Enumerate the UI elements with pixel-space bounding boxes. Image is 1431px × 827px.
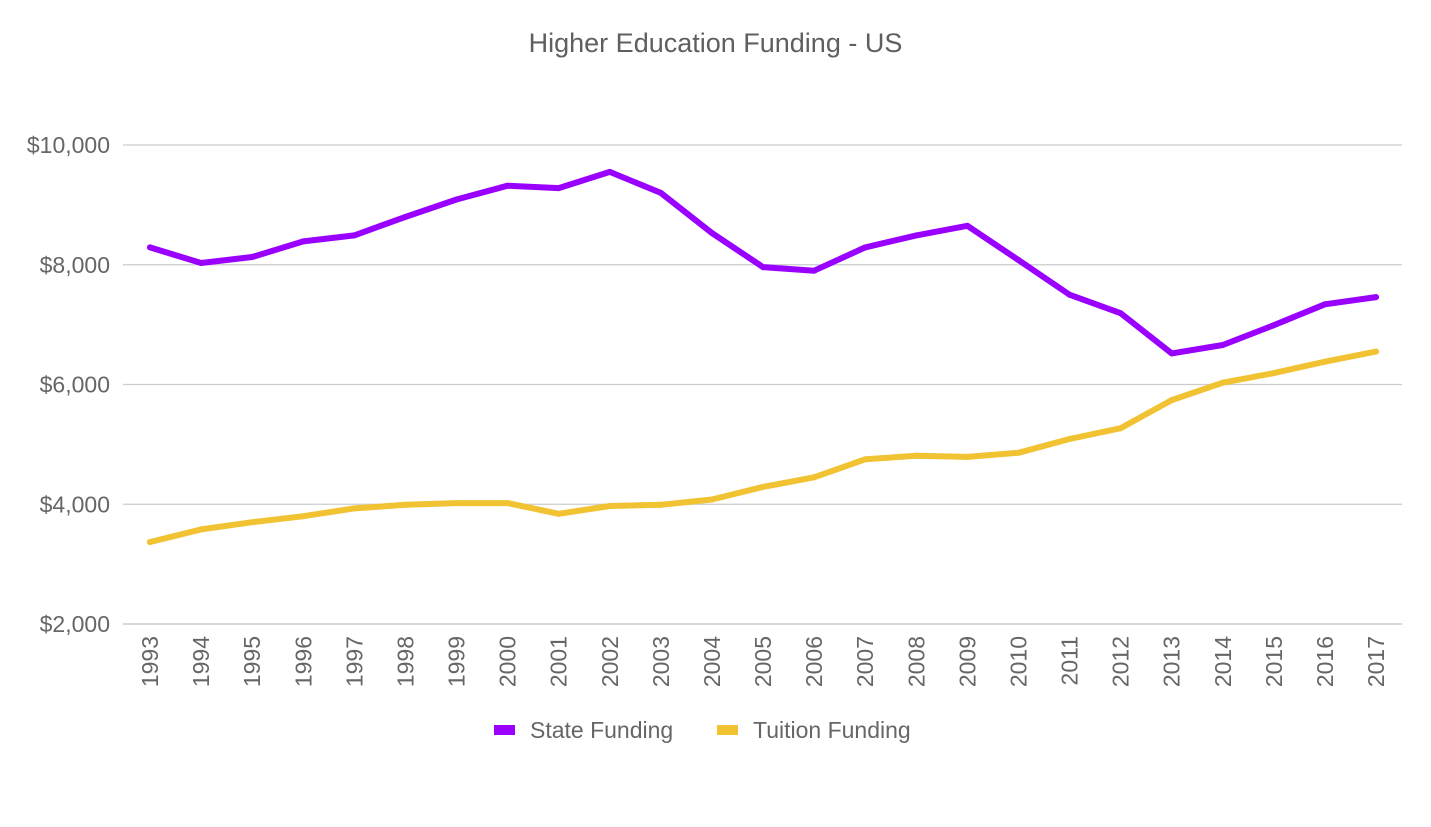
x-tick-label: 2010 [1005,636,1031,687]
state-funding-point [811,267,818,274]
state-funding-point [249,253,256,260]
x-tick-label: 2017 [1363,636,1389,687]
tuition-funding-point [1270,370,1277,377]
x-tick-label: 2012 [1108,636,1134,687]
x-axis-ticks: 1993 1994 1995 1996 1997 1998 1999 2000 2001 2002… [137,636,1389,687]
tuition-funding-point [1219,379,1226,386]
tuition-funding-point [249,519,256,526]
x-tick-label: 2013 [1159,636,1185,687]
state-funding-point [1066,291,1073,298]
tuition-funding-point [147,538,153,545]
tuition-funding-point [555,510,562,517]
tuition-funding-point [198,526,205,533]
tuition-funding-point [1117,425,1124,432]
tuition-funding-point [1321,358,1328,365]
x-tick-label: 2016 [1312,636,1338,687]
tuition-funding-point [913,452,920,459]
y-tick-label: $2,000 [40,611,110,637]
y-tick-label: $6,000 [40,372,110,398]
x-tick-label: 2000 [495,636,521,687]
y-tick-label: $10,000 [27,132,110,158]
x-tick-label: 2015 [1261,636,1287,687]
state-funding-point [1321,301,1328,308]
state-funding-point [760,264,766,271]
tuition-funding-point [300,513,307,520]
tuition-funding-point [1066,435,1073,442]
legend-swatch [717,725,738,735]
x-tick-label: 2003 [648,636,674,687]
state-funding-point [1270,322,1277,329]
x-tick-label: 2011 [1057,636,1083,685]
tuition-funding-line [147,348,1379,545]
state-funding-point [453,196,460,203]
chart-title: Higher Education Funding - US [528,28,903,58]
tuition-funding-point [964,453,971,460]
x-tick-label: 2007 [852,636,878,687]
x-tick-label: 1994 [188,636,214,687]
legend: State Funding Tuition Funding [494,717,911,743]
x-tick-label: 2002 [597,636,623,687]
state-funding-point [300,238,307,245]
state-funding-point [147,244,153,251]
x-tick-label: 2014 [1210,636,1236,687]
state-funding-point [504,182,511,189]
x-tick-label: 1995 [239,636,265,687]
tuition-funding-point [1015,449,1022,456]
x-tick-label: 1998 [392,636,418,687]
y-tick-label: $4,000 [40,491,110,517]
state-funding-point [657,189,664,196]
tuition-funding-point [862,456,869,463]
tuition-funding-point [402,501,409,508]
legend-swatch [494,725,515,735]
tuition-funding-point [1168,397,1175,404]
tuition-funding-point [708,496,715,503]
state-funding-point [606,168,613,175]
tuition-funding-point [657,501,664,508]
tuition-funding-point [811,474,818,481]
state-funding-point [555,185,562,192]
legend-label: State Funding [530,717,673,743]
state-funding-point [964,222,971,229]
state-funding-point [1219,341,1226,348]
tuition-funding-point [351,505,358,512]
x-tick-label: 2001 [546,636,572,687]
x-tick-label: 1997 [341,636,367,687]
x-tick-label: 2005 [750,636,776,687]
tuition-funding-point [504,500,511,507]
state-funding-point [913,232,920,239]
state-funding-point [402,213,409,220]
x-tick-label: 2009 [954,636,980,687]
state-funding-point [862,244,869,251]
tuition-funding-point [606,503,613,510]
state-funding-point [1373,294,1379,301]
tuition-funding-point [453,500,460,507]
tuition-funding-point [1373,348,1379,355]
state-funding-point [708,230,715,237]
state-funding-point [1015,256,1022,263]
x-tick-label: 1993 [137,636,163,687]
legend-label: Tuition Funding [753,717,911,743]
y-axis-ticks: $2,000 $4,000 $6,000 $8,000 $10,000 [27,132,110,637]
state-funding-point [198,259,205,266]
x-tick-label: 1999 [444,636,470,687]
state-funding-line [147,168,1379,357]
state-funding-point [351,232,358,239]
state-funding-point [1168,350,1175,357]
series-lines [147,168,1379,545]
tuition-funding-point [760,483,766,490]
x-tick-label: 1996 [290,636,316,687]
x-tick-label: 2008 [903,636,929,687]
state-funding-point [1117,310,1124,317]
y-tick-label: $8,000 [40,252,110,278]
x-tick-label: 2006 [801,636,827,687]
x-tick-label: 2004 [699,636,725,687]
